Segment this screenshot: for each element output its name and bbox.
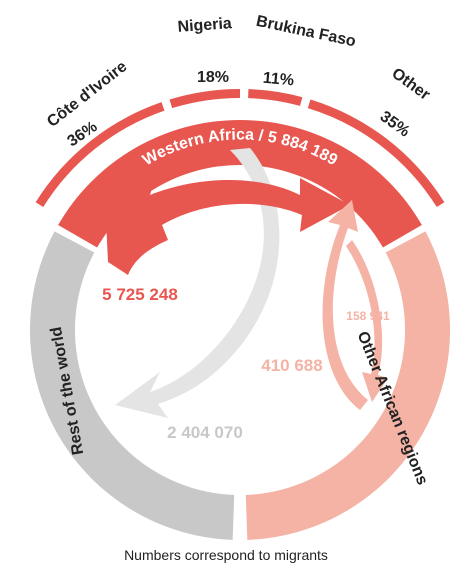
red-double-arrow	[105, 178, 350, 275]
gray-arrow	[115, 148, 280, 418]
country-arc	[307, 99, 445, 208]
country-share: 18%	[197, 69, 229, 86]
country-arc	[35, 102, 165, 208]
footnote: Numbers correspond to migrants	[124, 547, 328, 563]
flow-label: 5 725 248	[102, 285, 178, 304]
other-african-ring	[245, 231, 450, 540]
flow-label: 158 941	[346, 309, 390, 323]
country-label: Other	[388, 65, 433, 104]
western-africa-ring	[58, 120, 422, 248]
country-label: Brukina Faso	[255, 13, 358, 51]
pink-arrow-up	[322, 200, 368, 410]
country-arc	[248, 89, 303, 106]
country-share: 11%	[262, 70, 295, 90]
country-arc	[169, 89, 240, 109]
flow-label: 410 688	[261, 356, 322, 375]
pink-arrow-down	[346, 240, 388, 402]
country-label: Nigeria	[177, 15, 232, 36]
rest-of-world-ring	[29, 231, 235, 540]
flow-label: 2 404 070	[167, 423, 243, 442]
